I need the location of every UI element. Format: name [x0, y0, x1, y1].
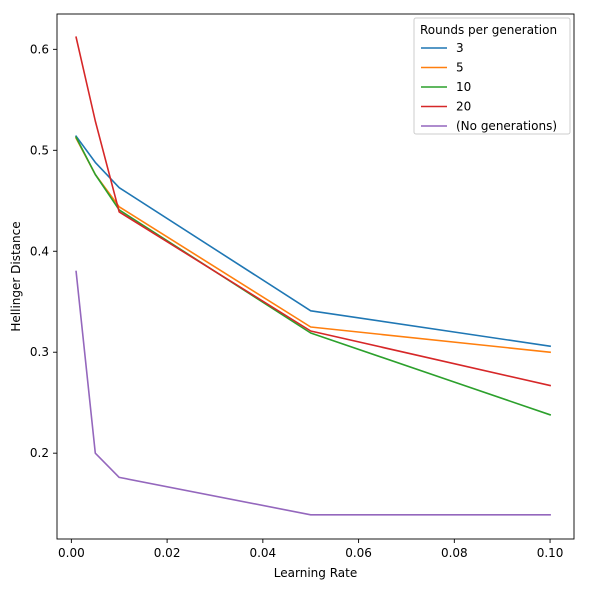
x-axis: 0.00 0.02 0.04 0.06 0.08 0.10	[58, 539, 563, 560]
legend-box	[413, 17, 571, 135]
y-tick-label: 0.4	[30, 244, 49, 258]
x-tick-label: 0.06	[345, 546, 372, 560]
x-axis-label: Learning Rate	[274, 566, 357, 580]
y-tick-label: 0.2	[30, 446, 49, 460]
x-tick-label: 0.10	[537, 546, 564, 560]
legend-label-3: 20	[456, 100, 471, 114]
legend-label-2: 10	[456, 80, 471, 94]
legend-label-0: 3	[456, 41, 464, 55]
series-line-0	[74, 135, 552, 348]
series-line-3	[75, 36, 552, 387]
legend-title: Rounds per generation	[420, 23, 557, 37]
x-tick-label: 0.00	[58, 546, 85, 560]
x-tick-label: 0.04	[249, 546, 276, 560]
y-tick-label: 0.3	[30, 345, 49, 359]
plot-area-frame	[56, 13, 575, 540]
y-tick-label: 0.6	[30, 42, 49, 56]
x-tick-label: 0.02	[154, 546, 181, 560]
y-axis: 0.2 0.3 0.4 0.5 0.6	[30, 42, 57, 460]
series-layer	[74, 36, 552, 516]
y-axis-label: Hellinger Distance	[9, 221, 23, 331]
legend-label-4: (No generations)	[456, 119, 557, 133]
x-tick-label: 0.08	[441, 546, 468, 560]
legend-label-1: 5	[456, 61, 464, 75]
series-line-4	[75, 270, 551, 516]
legend-items: 3 5 10 20 (No generations)	[421, 41, 557, 133]
y-tick-label: 0.5	[30, 143, 49, 157]
legend: Rounds per generation 3 5 10 20 (No generati…	[413, 17, 571, 135]
